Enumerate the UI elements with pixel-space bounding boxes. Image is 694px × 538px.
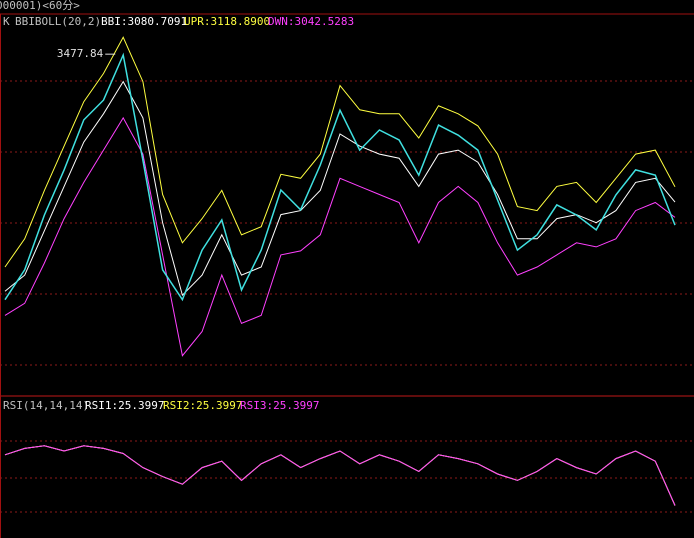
window-title: 000001)<60分> xyxy=(0,0,80,12)
rsi-grid xyxy=(0,440,694,513)
legend-entry: RSI3:25.3997 xyxy=(240,399,319,412)
indicator-line xyxy=(4,80,676,297)
price-grid xyxy=(0,80,694,366)
legend-entry: DWN:3042.5283 xyxy=(268,15,354,28)
price-line xyxy=(4,52,676,302)
legend-entry: RSI1:25.3997 xyxy=(85,399,164,412)
indicator-name: RSI(14,14,14) xyxy=(3,399,89,412)
legend-entry: BBI:3080.7091 xyxy=(101,15,187,28)
indicator-line xyxy=(4,36,676,268)
indicator-line xyxy=(4,116,676,357)
panel-label: K xyxy=(3,15,10,28)
indicator-name: BBIBOLL(20,2) xyxy=(15,15,101,28)
legend-entry: UPR:3118.8900 xyxy=(184,15,270,28)
legend-entry: RSI2:25.3997 xyxy=(163,399,242,412)
indicator-line xyxy=(4,445,676,506)
annotation: 3477.84 xyxy=(57,47,104,60)
